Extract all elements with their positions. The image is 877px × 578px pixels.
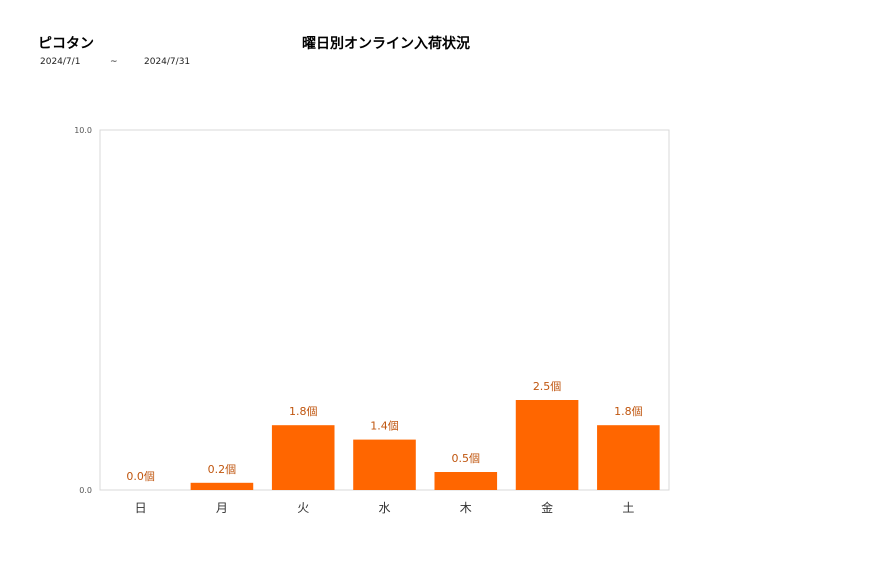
- category-label-4: 木: [460, 501, 472, 515]
- y-tick-labels-group: 0.0 10.0: [74, 126, 92, 495]
- bar-1: [190, 482, 254, 490]
- plot-area-frame: [99, 129, 670, 491]
- category-label-5: 金: [541, 500, 553, 515]
- y-tick-label-1: 10.0: [74, 126, 92, 135]
- bar-4: [434, 472, 498, 490]
- category-label-6: 土: [622, 501, 634, 515]
- bar-6: [597, 425, 660, 490]
- data-label-0: 0.0個: [126, 470, 155, 483]
- store-name: ピコタン: [38, 36, 94, 52]
- period-from: 2024/7/1: [40, 57, 81, 67]
- data-label-2: 1.8個: [289, 405, 318, 418]
- bar-5: [515, 400, 579, 490]
- data-label-6: 1.8個: [614, 405, 643, 418]
- data-label-1: 0.2個: [208, 463, 237, 476]
- category-label-1: 月: [216, 501, 228, 515]
- data-label-3: 1.4個: [370, 420, 399, 433]
- chart-title: 曜日別オンライン入荷状況: [302, 36, 470, 52]
- bar-3: [353, 439, 416, 490]
- y-tick-label-0: 0.0: [79, 486, 92, 495]
- category-label-2: 火: [297, 501, 309, 515]
- period-to: 2024/7/31: [144, 57, 191, 67]
- category-labels-group: 日月火水木金土: [135, 500, 635, 515]
- data-label-5: 2.5個: [533, 380, 562, 393]
- data-label-4: 0.5個: [452, 452, 481, 465]
- bars-group: [190, 400, 660, 490]
- period-separator: ~: [110, 57, 118, 67]
- category-label-0: 日: [135, 501, 147, 515]
- data-labels-group: 0.0個 0.2個 1.8個 1.4個 0.5個 2.5個 1.8個: [126, 380, 642, 483]
- bar-2: [271, 425, 335, 490]
- category-label-3: 水: [378, 501, 390, 515]
